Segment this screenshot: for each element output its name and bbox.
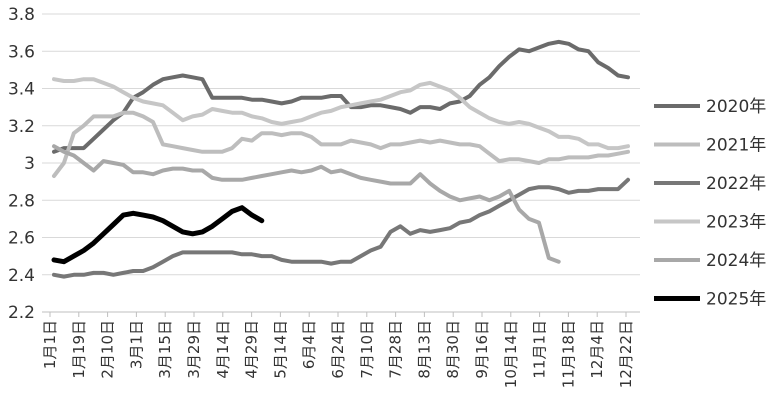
series-line-2020年 <box>52 39 630 154</box>
legend-label: 2025年 <box>706 290 766 310</box>
y-tick-label: 2.2 <box>8 303 35 323</box>
x-tick-label: 6月24日 <box>329 320 347 379</box>
x-tick-label: 7月28日 <box>387 320 405 379</box>
x-tick-label: 3月15日 <box>156 320 174 379</box>
y-tick-label: 2.8 <box>8 191 35 211</box>
x-tick-label: 11月18日 <box>559 320 577 388</box>
x-tick-label: 9月16日 <box>473 320 491 379</box>
legend-label: 2021年 <box>706 136 766 156</box>
x-tick-label: 6月4日 <box>300 320 318 369</box>
y-tick-label: 2.6 <box>8 229 35 249</box>
series-lines <box>51 39 630 279</box>
y-tick-label: 3.2 <box>8 117 35 137</box>
legend-label: 2020年 <box>706 97 766 117</box>
legend-label: 2022年 <box>706 174 766 194</box>
x-tick-label: 10月14日 <box>502 320 520 388</box>
series-line-2023年 <box>52 77 630 151</box>
y-tick-label: 2.4 <box>8 266 35 286</box>
y-tick-label: 3 <box>24 154 35 174</box>
series-line-2024年 <box>52 144 561 264</box>
x-tick-label: 1月1日 <box>41 320 59 369</box>
series-line-2025年 <box>51 205 265 265</box>
legend: 2020年 2021年 2022年 2023年 2024年 2025年 <box>654 97 766 310</box>
x-tick-label: 3月1日 <box>127 320 145 369</box>
legend-label: 2024年 <box>706 251 766 271</box>
axes: 2.2 2.4 2.6 2.8 3 3.2 3.4 3.6 3.8 1月1日 1月19日 2月10日 3… <box>8 5 640 388</box>
x-tick-label: 3月29日 <box>185 320 203 379</box>
y-tick-label: 3.6 <box>8 42 35 62</box>
legend-label: 2023年 <box>706 213 766 233</box>
x-tick-label: 8月30日 <box>444 320 462 379</box>
x-tick-label: 11月1日 <box>531 320 549 379</box>
x-tick-label: 1月19日 <box>70 320 88 379</box>
y-tick-label: 3.8 <box>8 5 35 25</box>
series-line-2021年 <box>52 110 630 178</box>
series-line-2022年 <box>52 177 630 279</box>
x-tick-label: 2月10日 <box>99 320 117 379</box>
x-tick-label: 4月29日 <box>243 320 261 379</box>
x-tick-label: 8月13日 <box>415 320 433 379</box>
x-tick-label: 7月10日 <box>358 320 376 379</box>
x-tick-label: 5月14日 <box>271 320 289 379</box>
y-tick-label: 3.4 <box>8 80 35 100</box>
x-tick-label: 4月14日 <box>214 320 232 379</box>
x-tick-label: 12月4日 <box>588 320 606 379</box>
gridlines <box>42 13 640 313</box>
x-tick-label: 12月22日 <box>617 320 635 388</box>
